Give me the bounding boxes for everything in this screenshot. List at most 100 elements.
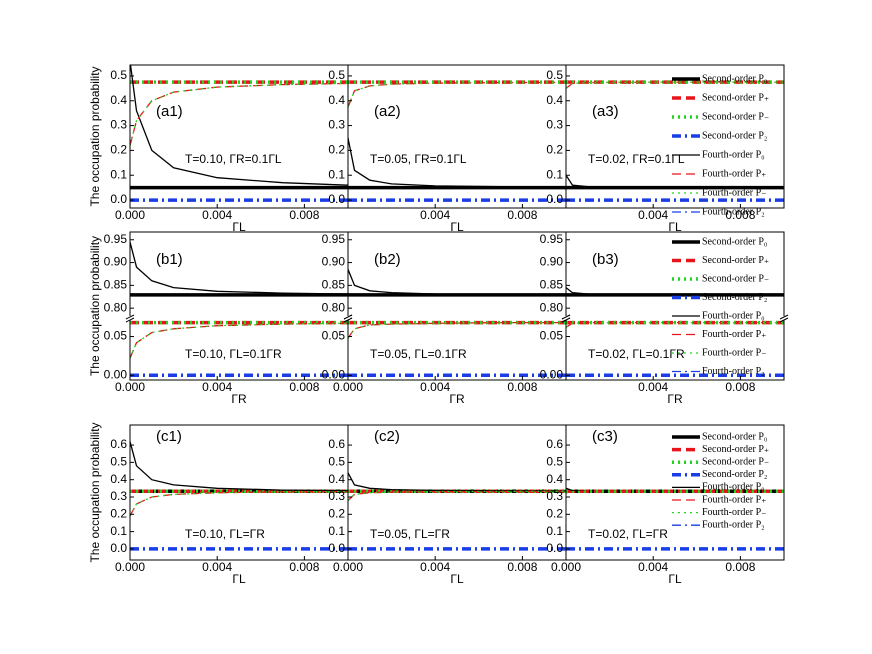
panel-label: (a3): [592, 103, 619, 120]
annotation: T=0.05, ΓR=0.1ΓL: [370, 152, 467, 166]
y-tick-label: 0.1: [328, 167, 345, 181]
y-tick-label: 0.1: [110, 524, 127, 538]
x-axis-label: ΓR: [449, 392, 465, 406]
series-line: [348, 472, 566, 492]
annotation: T=0.05, ΓL=0.1ΓR: [370, 347, 467, 361]
annotation: T=0.02, ΓR=0.1ΓL: [588, 152, 685, 166]
legend-label: Second-order P₊: [702, 92, 769, 103]
y-tick-label: 0.00: [104, 368, 128, 382]
axis-break-gap: [345, 316, 351, 320]
y-tick-label: 0.2: [328, 506, 345, 520]
series-line: [130, 490, 348, 517]
series-line: [348, 137, 566, 188]
panel-label: (c3): [592, 428, 618, 445]
panel: 0.000 0.004 0.008 0.0 0.1 0.2 0.3 0.4 0.5 0.6 (c3)…: [546, 424, 785, 586]
axis-break-gap: [563, 316, 569, 320]
annotation: T=0.02, ΓL=ΓR: [588, 527, 668, 541]
y-tick-label: 0.2: [546, 506, 563, 520]
x-tick-label: 0.000: [115, 380, 145, 394]
axis-break: [343, 314, 353, 323]
series-line: [566, 81, 784, 89]
lines: [348, 80, 566, 202]
legend-label: Fourth-order P₋: [702, 507, 766, 518]
series-line: [130, 490, 348, 517]
y-tick-label: 0.6: [328, 437, 345, 451]
series-line: [566, 490, 784, 494]
series-line: [130, 441, 348, 492]
x-tick-label: 0.008: [289, 560, 319, 574]
x-axis-label: ΓR: [231, 392, 247, 406]
legend-label: Fourth-order P₋: [702, 347, 766, 358]
series-line: [566, 321, 784, 328]
y-tick-label: 0.4: [546, 93, 563, 107]
x-tick-label: 0.004: [638, 380, 668, 394]
y-tick-label: 0.00: [322, 368, 346, 382]
y-tick-label: 0.1: [546, 167, 563, 181]
legend-label: Fourth-order P₋: [702, 187, 766, 198]
legend-label: Second-order P₋: [702, 456, 769, 467]
series-line: [130, 241, 348, 295]
legend-label: Fourth-order P₀: [702, 310, 765, 321]
panel: 0.004 0.008 0.0 0.1 0.2 0.3 0.4 0.5 (a2) T=0.05, …: [328, 64, 567, 234]
x-tick-label: 0.004: [202, 380, 232, 394]
y-tick-label: 0.05: [104, 329, 128, 343]
y-tick-label: 0.90: [104, 255, 128, 269]
panel-label: (b1): [156, 251, 183, 268]
legend-label: Fourth-order P₊: [702, 494, 766, 505]
y-tick-label: 0.00: [540, 368, 564, 382]
y-tick-label: 0.5: [546, 68, 563, 82]
x-axis-label: ΓR: [667, 392, 683, 406]
y-tick-label: 0.5: [328, 455, 345, 469]
y-tick-label: 0.5: [328, 68, 345, 82]
lines: [130, 441, 348, 551]
panel-label: (c2): [374, 428, 400, 445]
lines: [348, 472, 566, 551]
axis-break-gap: [127, 316, 133, 320]
panel-label: (a2): [374, 103, 401, 120]
y-tick-label: 0.95: [322, 232, 346, 246]
panel: 0.004 0.008 0.00 0.05 0.80 0.85 0.90 0.95 (b3) T=…: [540, 231, 789, 406]
series-line: [348, 321, 566, 339]
y-tick-label: 0.1: [546, 524, 563, 538]
legend-label: Second-order P₀: [702, 236, 768, 247]
y-tick-label: 0.5: [110, 68, 127, 82]
series-line: [348, 269, 566, 296]
x-tick-label: 0.000: [115, 208, 145, 222]
annotation: T=0.02, ΓL=0.1ΓR: [588, 347, 685, 361]
series-line: [130, 322, 348, 359]
y-tick-label: 0.5: [110, 455, 127, 469]
legend-label: Fourth-order P₂: [702, 519, 765, 530]
panel-label: (b2): [374, 251, 401, 268]
y-tick-label: 0.85: [540, 278, 564, 292]
series-line: [348, 81, 566, 108]
series-line: [566, 174, 784, 189]
axis-break: [561, 314, 571, 323]
y-tick-label: 0.3: [328, 118, 345, 132]
x-tick-label: 0.004: [638, 560, 668, 574]
y-tick-label: 0.0: [546, 192, 563, 206]
y-tick-label: 0.0: [328, 541, 345, 555]
y-tick-label: 0.2: [110, 143, 127, 157]
y-tick-label: 0.4: [546, 472, 563, 486]
y-tick-label: 0.85: [322, 278, 346, 292]
x-axis-label: ΓL: [450, 220, 464, 234]
lines: [566, 287, 784, 378]
x-tick-label: 0.008: [289, 208, 319, 222]
y-tick-label: 0.3: [328, 489, 345, 503]
series-line: [130, 65, 348, 186]
axis-break-gap: [781, 316, 787, 320]
x-tick-label: 0.000: [115, 560, 145, 574]
y-tick-label: 0.0: [110, 541, 127, 555]
series-line: [130, 82, 348, 146]
y-tick-label: 0.90: [540, 255, 564, 269]
y-tick-label: 0.4: [328, 93, 345, 107]
legend-label: Fourth-order P₊: [702, 329, 766, 340]
x-axis-label: ΓL: [450, 572, 464, 586]
y-tick-label: 0.80: [540, 300, 564, 314]
y-tick-label: 0.3: [546, 489, 563, 503]
y-axis-label: The occupation probability: [88, 422, 102, 562]
y-tick-label: 0.95: [104, 232, 128, 246]
legend-label: Fourth-order P₀: [702, 482, 765, 493]
x-tick-label: 0.004: [202, 560, 232, 574]
